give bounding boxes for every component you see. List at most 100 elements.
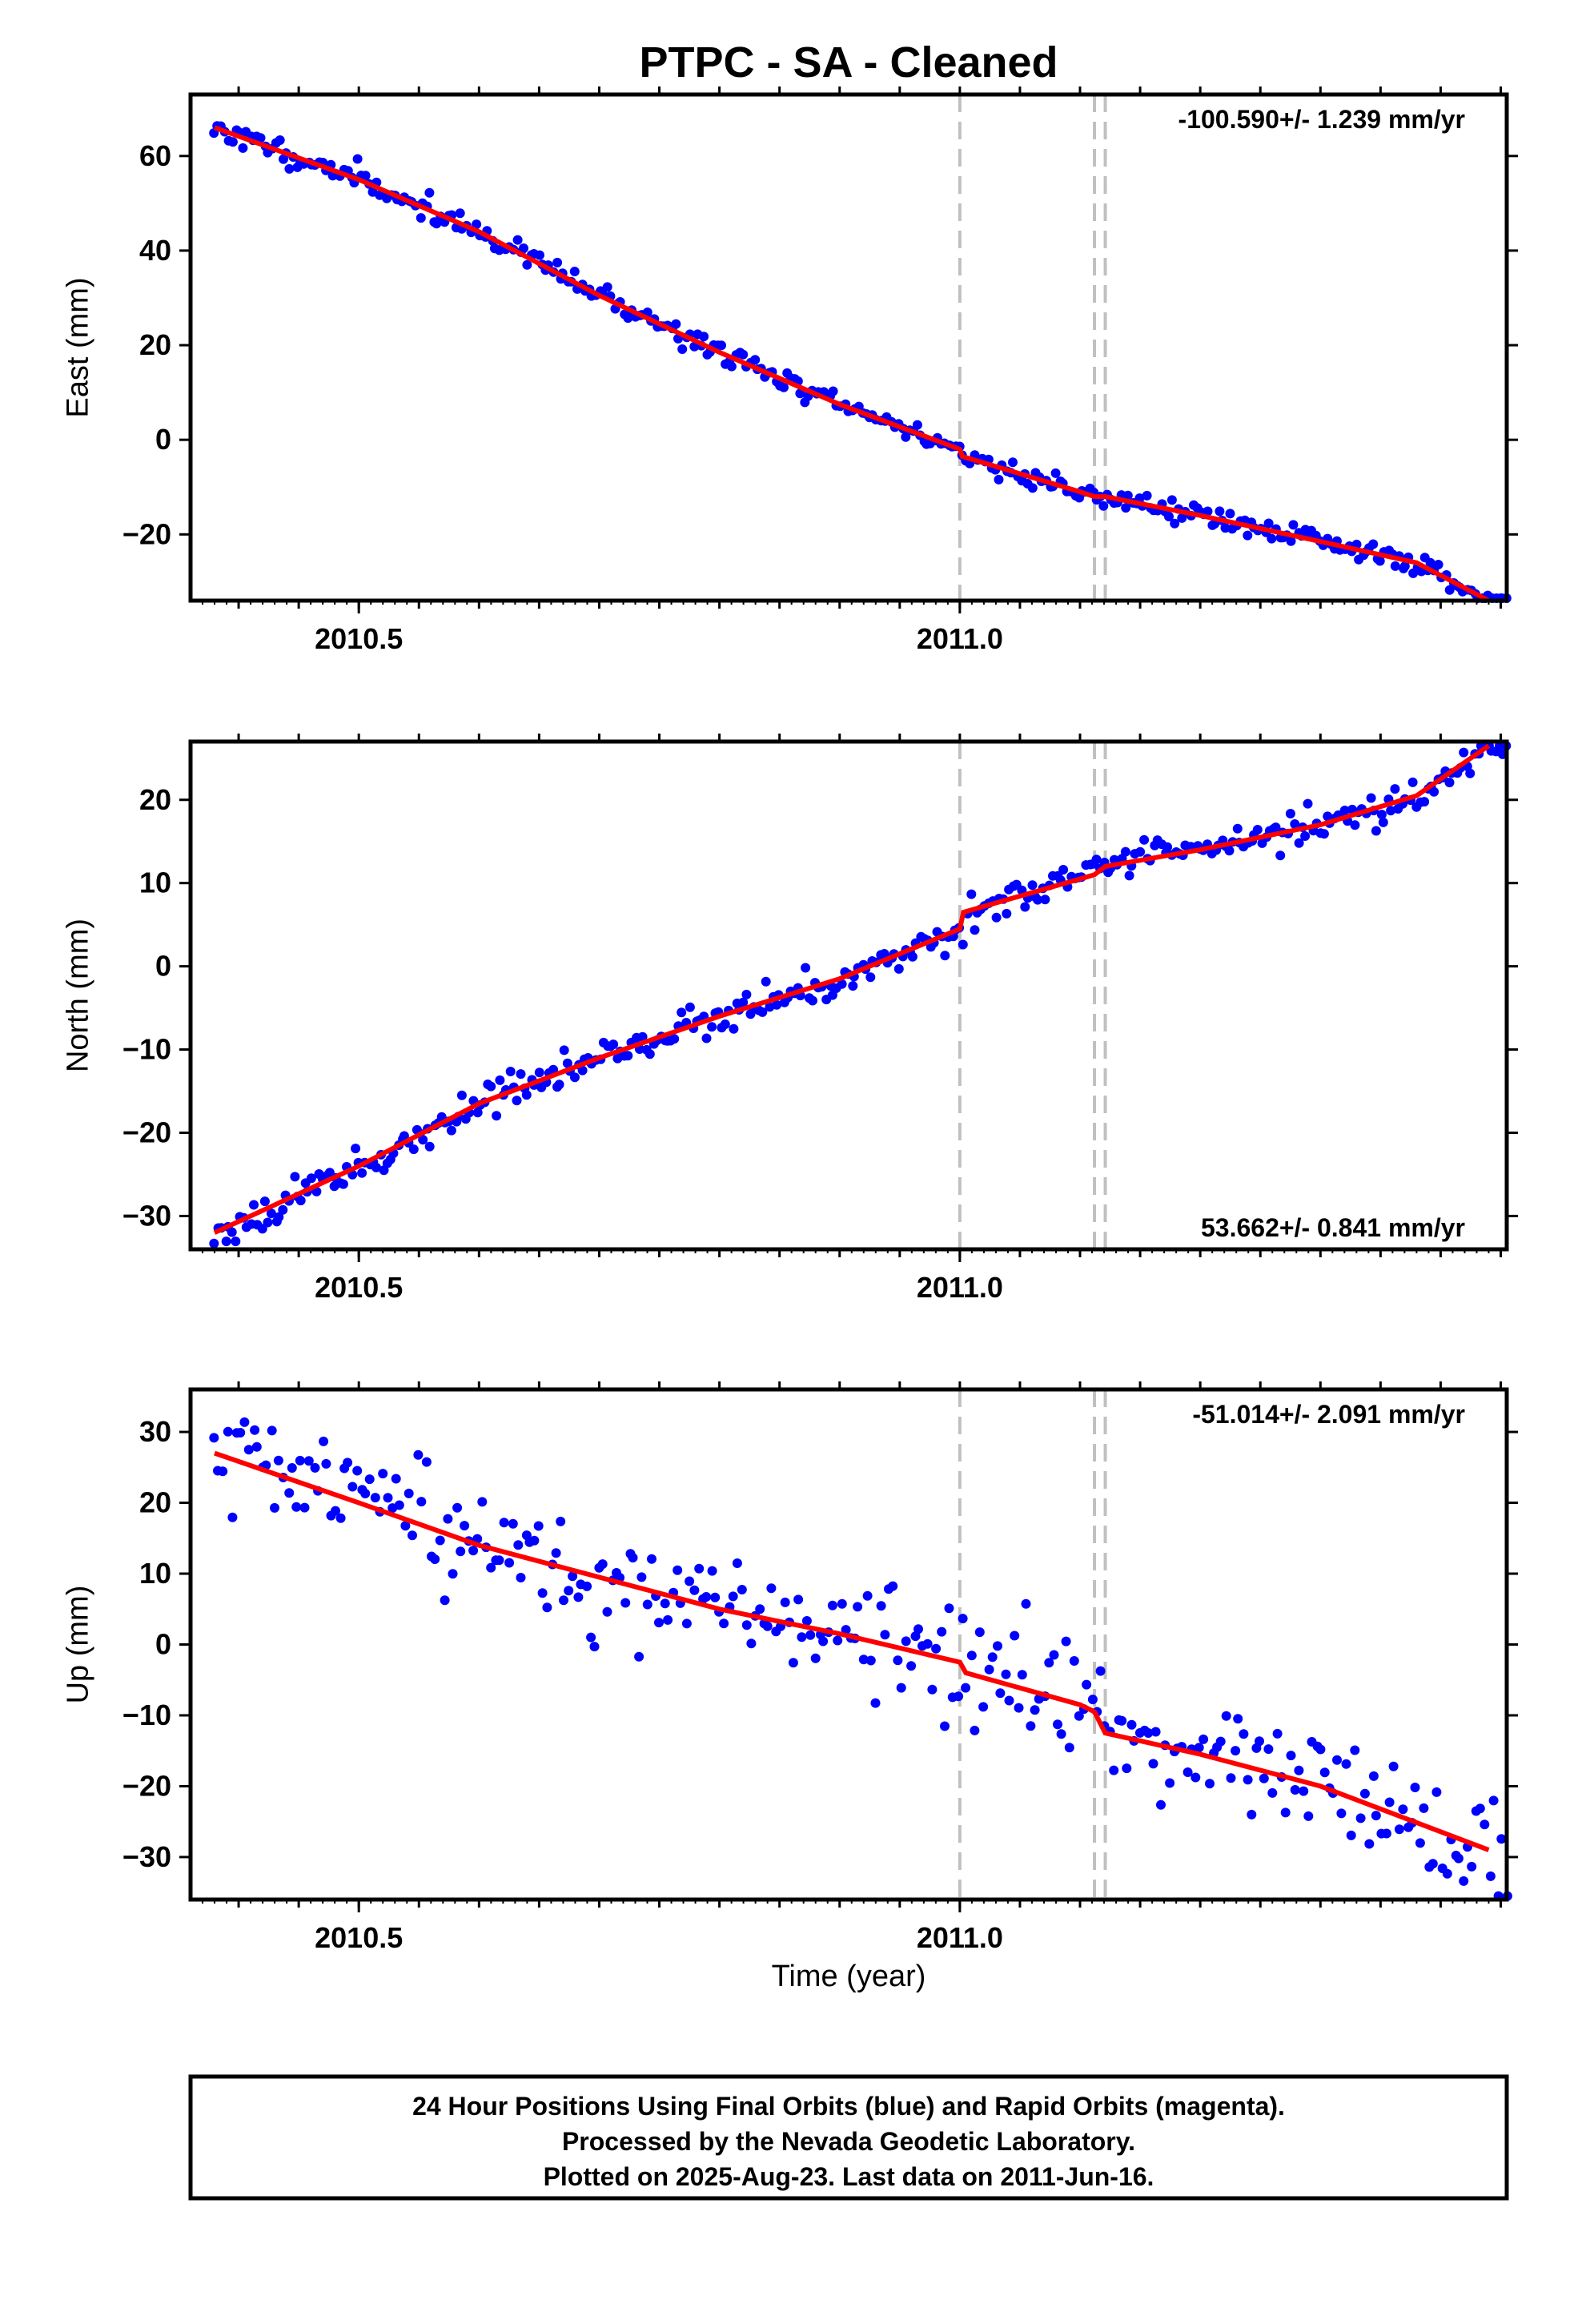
data-point	[1069, 1656, 1079, 1666]
data-point	[1170, 518, 1180, 529]
data-point	[1049, 1650, 1059, 1660]
up-model-line	[214, 1450, 1490, 1852]
data-point	[274, 1212, 284, 1222]
data-point	[347, 1482, 358, 1492]
y-tick-label: −20	[122, 1769, 171, 1802]
data-point	[1026, 1721, 1036, 1731]
data-point	[416, 213, 426, 223]
data-point	[512, 1096, 522, 1106]
data-point	[306, 1173, 316, 1184]
up-plot-frame	[188, 1387, 1509, 1902]
data-point	[1427, 1859, 1438, 1869]
data-point	[772, 999, 782, 1010]
data-point	[537, 1588, 548, 1598]
data-point	[741, 989, 752, 999]
data-point	[455, 208, 465, 219]
data-point	[788, 1658, 798, 1668]
data-point	[597, 1559, 608, 1570]
data-point	[577, 1065, 588, 1076]
data-point	[642, 1599, 652, 1610]
data-point	[357, 1168, 367, 1178]
data-point	[1135, 846, 1146, 857]
data-point	[1386, 806, 1396, 816]
data-point	[218, 1466, 228, 1477]
data-point	[1384, 1797, 1395, 1807]
data-point	[266, 1208, 276, 1219]
data-point	[660, 1598, 670, 1609]
data-point	[519, 243, 528, 253]
data-point	[1143, 1728, 1154, 1738]
data-point	[1021, 1598, 1031, 1609]
data-point	[516, 1069, 526, 1080]
data-point	[551, 1548, 561, 1558]
data-point	[1243, 530, 1253, 541]
data-point	[685, 1576, 695, 1586]
east-rate-label: -100.590+/- 1.239 mm/yr	[1178, 105, 1465, 134]
data-point	[1221, 1711, 1231, 1721]
data-point	[1226, 1773, 1236, 1783]
data-point	[987, 1652, 998, 1663]
data-point	[637, 1031, 648, 1042]
data-point	[1233, 1714, 1243, 1724]
data-point	[634, 1651, 644, 1662]
data-point	[1355, 1813, 1366, 1823]
data-point	[352, 154, 363, 164]
footer-box: 24 Hour Positions Using Final Orbits (bl…	[188, 2074, 1509, 2201]
data-point	[1267, 533, 1277, 544]
data-point	[1444, 585, 1455, 595]
x-tick-label: 2011.0	[917, 1921, 1003, 1954]
data-point	[1263, 1744, 1274, 1755]
data-point	[534, 1068, 544, 1078]
data-point	[797, 1632, 807, 1642]
data-point	[780, 1597, 790, 1607]
data-point	[1429, 786, 1439, 797]
data-point	[573, 1592, 584, 1602]
y-tick-label: 0	[155, 423, 171, 456]
data-point	[404, 1488, 414, 1498]
data-point	[1376, 810, 1387, 820]
y-tick-label: 20	[139, 783, 171, 816]
data-point	[694, 1563, 705, 1574]
data-point	[954, 1691, 964, 1702]
north-panel: −30 −20 −10 0 10 20 2010.5 2011.0 North (mm) 5…	[61, 734, 1518, 1304]
data-point	[1050, 468, 1061, 478]
data-point	[1231, 1746, 1241, 1756]
data-point	[1285, 809, 1295, 818]
data-point	[421, 1457, 432, 1467]
data-point	[1398, 1804, 1408, 1815]
data-point	[1166, 495, 1177, 505]
data-point	[961, 1683, 971, 1693]
data-point	[1263, 518, 1274, 529]
data-point	[958, 939, 968, 950]
y-tick-label: 10	[139, 866, 171, 899]
data-point	[944, 1603, 954, 1614]
data-point	[1098, 501, 1109, 511]
data-point	[542, 1602, 552, 1613]
data-point	[681, 1618, 692, 1629]
north-rate-label: 53.662+/- 0.841 mm/yr	[1201, 1213, 1465, 1242]
north-x-ticks: 2010.5 2011.0	[202, 734, 1502, 1304]
data-point	[371, 1162, 381, 1172]
data-point	[424, 187, 435, 198]
data-point	[663, 1614, 673, 1625]
data-point	[1371, 1811, 1381, 1821]
y-tick-label: 10	[139, 1557, 171, 1590]
data-point	[1044, 1658, 1054, 1668]
data-point	[1346, 1830, 1356, 1840]
data-point	[1064, 1743, 1074, 1753]
data-point	[370, 1493, 380, 1503]
data-point	[287, 1463, 297, 1473]
y-tick-label: −10	[122, 1033, 171, 1066]
data-point	[456, 1090, 467, 1100]
data-point	[1255, 1736, 1264, 1747]
data-point	[492, 1111, 502, 1121]
data-point	[701, 1592, 712, 1602]
data-point	[876, 1601, 886, 1611]
data-point	[1485, 1871, 1496, 1881]
y-tick-label: 30	[139, 1415, 171, 1448]
data-point	[862, 1590, 873, 1601]
data-point	[1033, 895, 1043, 905]
data-point	[1415, 1838, 1425, 1848]
data-point	[1020, 902, 1030, 912]
data-point	[535, 250, 544, 260]
